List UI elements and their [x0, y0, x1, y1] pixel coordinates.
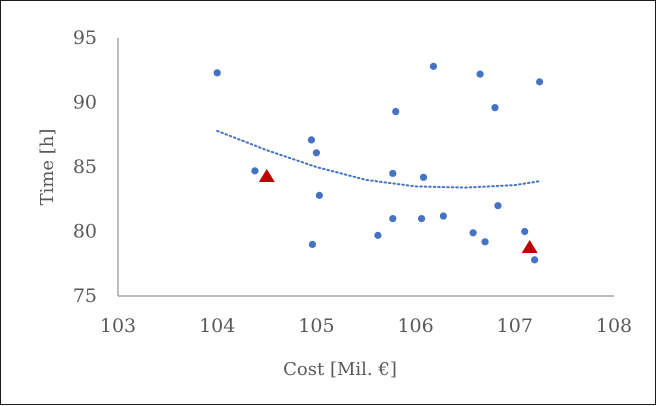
data-point — [476, 70, 484, 78]
y-tick-label: 80 — [73, 221, 97, 243]
data-point — [536, 78, 544, 86]
y-tick-label: 85 — [73, 156, 97, 178]
data-point — [392, 107, 400, 116]
data-point — [213, 69, 221, 77]
data-point — [491, 104, 499, 112]
tick-labels: 103 104 105 106 107 108 75 80 85 90 95 — [73, 27, 632, 337]
data-point — [531, 256, 539, 264]
data-point — [389, 169, 397, 178]
data-point — [315, 191, 323, 199]
x-tick-label: 105 — [298, 315, 334, 337]
data-point — [308, 240, 317, 248]
data-point — [419, 173, 428, 181]
y-tick-label: 75 — [73, 285, 97, 307]
highlight-triangle-point — [258, 169, 275, 183]
x-tick-label: 108 — [596, 315, 632, 337]
x-tick-label: 107 — [497, 315, 533, 337]
y-axis-title: Time [h] — [37, 129, 58, 206]
y-tick-label: 90 — [73, 92, 97, 114]
data-point — [469, 229, 477, 237]
x-axis-title: Cost [Mil. €] — [283, 359, 397, 380]
data-point — [312, 149, 320, 157]
data-point — [374, 231, 382, 239]
data-point — [494, 202, 502, 210]
data-point — [417, 215, 426, 223]
data-point — [251, 167, 259, 175]
y-tick-label: 95 — [73, 27, 97, 49]
data-point — [389, 215, 397, 223]
x-tick-label: 104 — [199, 315, 235, 337]
trendline-layer — [216, 129, 541, 189]
x-tick-label: 106 — [397, 315, 433, 337]
x-tick-label: 103 — [100, 315, 136, 337]
axes — [117, 38, 614, 297]
data-point — [481, 238, 489, 246]
highlight-triangle-point — [521, 239, 538, 253]
data-point — [429, 62, 438, 70]
data-point — [307, 136, 316, 144]
data-point — [521, 227, 529, 236]
points-layer — [213, 62, 544, 264]
trendline — [216, 129, 541, 189]
data-point — [439, 212, 447, 220]
